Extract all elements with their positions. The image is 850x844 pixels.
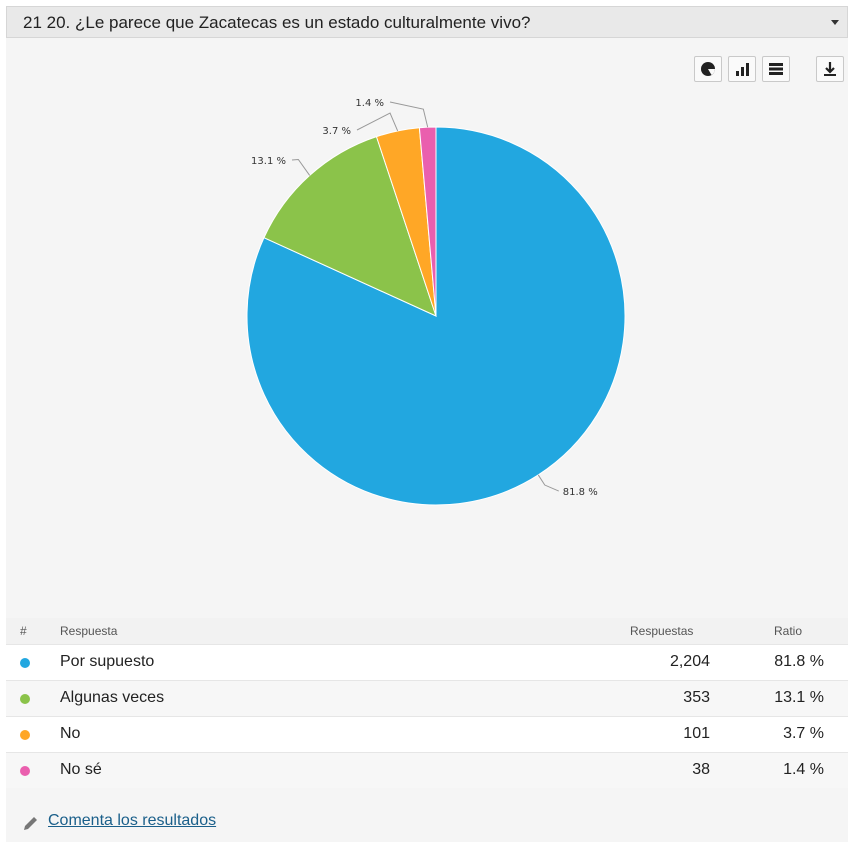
legend-dot (20, 658, 30, 668)
bar-chart-button[interactable] (728, 56, 756, 82)
label-connector (389, 101, 429, 128)
comment-results-link[interactable]: Comenta los resultados (48, 812, 217, 829)
label-connector (291, 158, 311, 176)
row-ratio: 1.4 % (783, 761, 824, 778)
pie-slice[interactable] (263, 135, 437, 317)
chevron-down-icon[interactable] (831, 20, 839, 25)
col-num: # (20, 624, 27, 638)
row-label: Por supuesto (60, 653, 155, 670)
download-button[interactable] (816, 56, 844, 82)
pie-slice[interactable] (418, 126, 437, 317)
legend-dot (20, 730, 30, 740)
col-responses[interactable]: Respuestas (630, 624, 694, 638)
col-answer: Respuesta (60, 624, 118, 638)
row-count: 38 (692, 761, 710, 778)
legend-dot (20, 766, 30, 776)
table-row: Algunas veces 353 13.1 % (6, 680, 848, 716)
slice-label: 1.4 % (355, 98, 384, 109)
row-label: No (60, 725, 81, 742)
row-ratio: 3.7 % (783, 725, 824, 742)
table-view-icon (769, 63, 783, 75)
pencil-icon (24, 817, 37, 830)
table-row: No 101 3.7 % (6, 716, 848, 752)
table-row: Por supuesto 2,204 81.8 % (6, 644, 848, 680)
row-count: 101 (683, 725, 710, 742)
pie-chart-button[interactable] (694, 56, 722, 82)
row-count: 2,204 (669, 653, 710, 670)
comment-section: Comenta los resultados (22, 812, 216, 830)
label-connector (356, 112, 399, 132)
bar-chart-icon (736, 63, 749, 76)
download-icon (824, 62, 836, 76)
table-view-button[interactable] (762, 56, 790, 82)
table-row: No sé 38 1.4 % (6, 752, 848, 788)
slice-label: 13.1 % (251, 156, 286, 167)
row-label: No sé (60, 761, 102, 778)
table-header: # Respuesta Respuestas Ratio (6, 618, 848, 644)
row-ratio: 13.1 % (774, 689, 824, 706)
pie-chart-icon (701, 62, 715, 76)
question-header[interactable]: 21 20. ¿Le parece que Zacatecas es un es… (6, 6, 848, 38)
slice-label: 81.8 % (563, 487, 598, 498)
question-panel: 21 20. ¿Le parece que Zacatecas es un es… (6, 6, 848, 842)
col-ratio[interactable]: Ratio (774, 624, 803, 638)
legend-dot (20, 694, 30, 704)
row-ratio: 81.8 % (774, 653, 824, 670)
row-count: 353 (683, 689, 710, 706)
pie-chart: 81.8 % 13.1 % 3.7 % 1.4 % (246, 98, 626, 506)
slice-label: 3.7 % (322, 126, 351, 137)
question-title: 21 20. ¿Le parece que Zacatecas es un es… (23, 13, 531, 32)
row-label: Algunas veces (60, 689, 165, 706)
label-connector (537, 474, 559, 492)
